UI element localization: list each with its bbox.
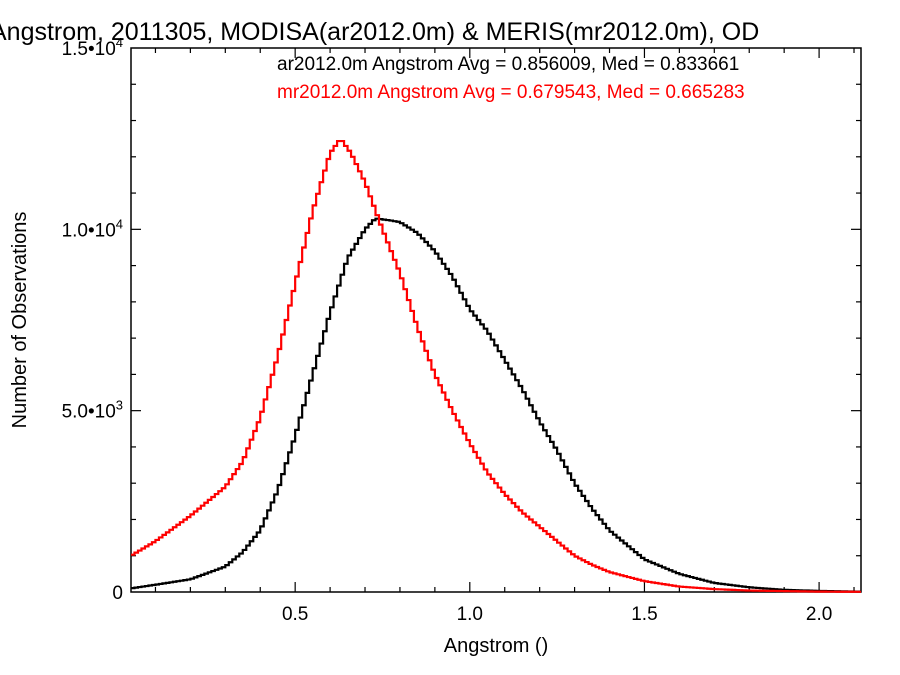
series-line-ar2012	[131, 217, 861, 593]
x-tick-label: 0.5	[282, 604, 308, 625]
y-tick-label: 0	[112, 583, 123, 604]
chart-title: Angstrom, 2011305, MODISA(ar2012.0m) & M…	[0, 18, 759, 46]
y-tick-label: 5.0•103	[62, 398, 123, 423]
y-tick-label: 1.5•104	[62, 35, 123, 60]
y-axis-ticks: 0 5.0•103 1.0•104 1.5•104	[62, 35, 861, 604]
plot-frame	[130, 47, 862, 593]
x-tick-label: 2.0	[806, 604, 832, 625]
legend-entry-ar2012: ar2012.0m Angstrom Avg = 0.856009, Med =…	[277, 54, 739, 75]
legend-entry-mr2012: mr2012.0m Angstrom Avg = 0.679543, Med =…	[277, 82, 745, 103]
x-tick-label: 1.5	[631, 604, 657, 625]
x-tick-label: 1.0	[457, 604, 483, 625]
x-axis-ticks: 0.5 1.0 1.5 2.0	[154, 48, 855, 625]
x-axis-label: Angstrom ()	[444, 635, 548, 657]
series-line-mr2012	[131, 139, 861, 593]
y-axis-label: Number of Observations	[9, 212, 31, 429]
y-tick-label: 1.0•104	[62, 216, 123, 241]
